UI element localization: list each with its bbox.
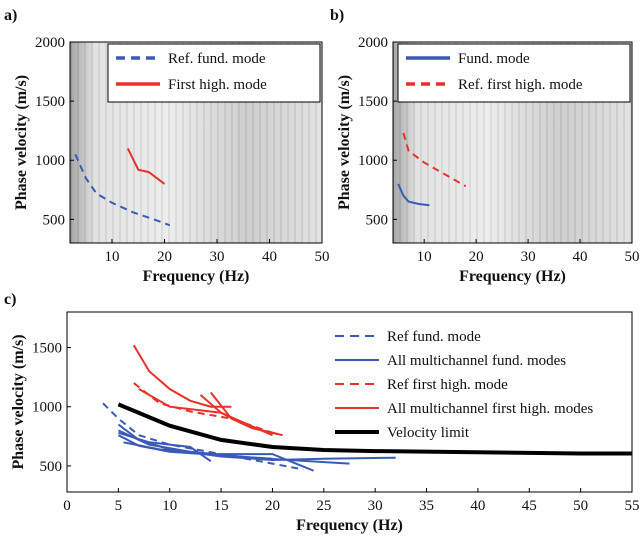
legend-label: Fund. mode	[458, 51, 530, 67]
y-tick-label: 500	[40, 459, 63, 475]
series-line	[123, 441, 314, 472]
legend-label: All multichannel fund. modes	[387, 353, 566, 369]
y-tick-label: 1500	[358, 94, 388, 110]
series-line	[117, 402, 632, 456]
x-tick-label: 50	[625, 249, 640, 265]
panel-label: a)	[4, 7, 17, 24]
legend-label: First high. mode	[168, 77, 267, 93]
x-tick-label: 10	[417, 249, 432, 265]
axes-frame	[66, 311, 633, 493]
x-tick-label: 40	[262, 249, 277, 265]
x-tick-label: 55	[625, 498, 640, 514]
x-tick-label: 0	[63, 498, 71, 514]
series-line	[132, 344, 232, 408]
x-tick-label: 50	[315, 249, 330, 265]
series-line	[74, 153, 171, 227]
y-tick-label: 1500	[32, 341, 62, 357]
series-line	[210, 391, 283, 437]
y-tick-label: 2000	[358, 35, 388, 51]
legend-label: Ref. first high. mode	[458, 77, 583, 93]
x-tick-label: 35	[419, 498, 434, 514]
legend-label: Ref. fund. mode	[168, 51, 266, 67]
legend-box	[397, 43, 631, 103]
axes-frame	[69, 41, 323, 244]
y-tick-label: 1000	[358, 153, 388, 169]
series-line	[402, 132, 467, 188]
x-tick-label: 40	[470, 498, 485, 514]
x-tick-label: 10	[162, 498, 177, 514]
y-axis-label: Phase velocity (m/s)	[336, 75, 353, 210]
x-tick-label: 25	[316, 498, 331, 514]
x-tick-label: 40	[573, 249, 588, 265]
y-tick-label: 500	[43, 212, 66, 228]
x-tick-label: 10	[105, 249, 120, 265]
x-tick-label: 30	[521, 249, 536, 265]
axes-frame	[392, 41, 633, 244]
series-line	[102, 402, 304, 471]
legend-box	[107, 43, 321, 103]
y-tick-label: 1000	[32, 400, 62, 416]
y-axis-label: Phase velocity (m/s)	[13, 75, 30, 210]
series-line	[138, 388, 273, 437]
x-axis-label: Frequency (Hz)	[296, 517, 403, 534]
x-tick-label: 30	[368, 498, 383, 514]
legend-label: All multichannel first high. modes	[387, 401, 593, 417]
x-tick-label: 20	[265, 498, 280, 514]
series-line	[126, 147, 166, 185]
legend-label: Ref fund. mode	[387, 329, 481, 345]
x-tick-label: 20	[157, 249, 172, 265]
x-tick-label: 5	[115, 498, 123, 514]
series-line	[397, 183, 430, 207]
x-tick-label: 50	[573, 498, 588, 514]
y-tick-label: 500	[366, 212, 389, 228]
x-tick-label: 45	[522, 498, 537, 514]
x-axis-label: Frequency (Hz)	[143, 268, 250, 285]
y-axis-label: Phase velocity (m/s)	[10, 334, 27, 469]
x-tick-label: 30	[210, 249, 225, 265]
panel-label: b)	[330, 7, 344, 24]
legend-label: Velocity limit	[387, 425, 470, 441]
y-tick-label: 1000	[35, 153, 65, 169]
y-tick-label: 1500	[35, 94, 65, 110]
x-axis-label: Frequency (Hz)	[459, 268, 566, 285]
panel-label: c)	[4, 291, 16, 308]
series-line	[117, 434, 273, 460]
x-tick-label: 20	[469, 249, 484, 265]
y-tick-label: 2000	[35, 35, 65, 51]
x-tick-label: 15	[214, 498, 229, 514]
legend-label: Ref first high. mode	[387, 377, 508, 393]
